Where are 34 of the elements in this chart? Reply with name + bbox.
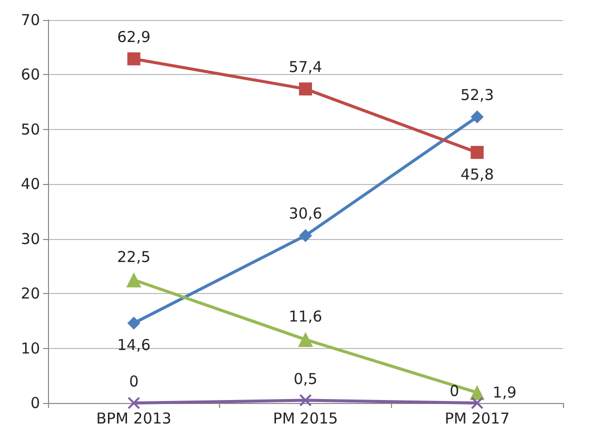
data-label: 30,6 [288, 204, 322, 223]
y-tick-label: 20 [20, 284, 40, 303]
y-tick-label: 40 [20, 175, 40, 194]
x-tick-label: PM 2017 [444, 410, 510, 428]
point [470, 146, 484, 159]
point [126, 272, 142, 288]
data-label: 0 [450, 382, 460, 400]
point [128, 397, 140, 409]
y-tick-label: 10 [20, 339, 40, 358]
point [300, 394, 312, 406]
point [470, 110, 484, 124]
point [471, 397, 484, 409]
data-label: 52,3 [460, 86, 494, 104]
data-label: 0,5 [294, 370, 318, 388]
y-tick-label: 0 [30, 394, 40, 412]
point [127, 52, 140, 66]
data-label: 0 [129, 372, 139, 390]
point [298, 332, 313, 348]
point [299, 82, 312, 96]
point [127, 316, 140, 330]
y-tick-label: 60 [20, 66, 40, 84]
data-label: 62,9 [117, 28, 151, 46]
x-tick-label: BPM 2013 [96, 410, 172, 428]
data-label: 11,6 [288, 308, 322, 326]
data-label: 57,4 [288, 58, 322, 76]
y-tick-label: 70 [20, 11, 40, 29]
y-tick-label: 50 [20, 120, 40, 138]
data-label: 1,9 [492, 384, 517, 402]
data-label: 14,6 [117, 336, 151, 354]
point [299, 229, 312, 242]
data-label: 22,5 [117, 248, 151, 266]
x-tick-label: PM 2015 [273, 410, 338, 428]
y-tick-label: 30 [20, 230, 40, 248]
data-label: 45,8 [460, 165, 494, 184]
